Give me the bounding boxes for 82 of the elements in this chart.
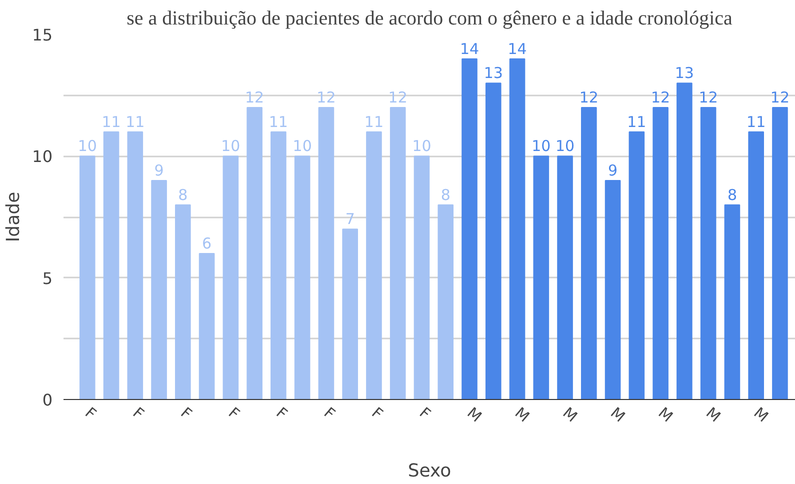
data-label: 11 xyxy=(268,112,288,131)
x-tick-label: F xyxy=(177,404,196,423)
x-tick-label: F xyxy=(272,404,291,423)
data-label: 13 xyxy=(484,64,503,82)
data-label: 10 xyxy=(532,137,551,156)
data-label: 10 xyxy=(292,137,312,156)
x-tick-label: M xyxy=(702,404,724,426)
bar xyxy=(581,107,597,400)
bar xyxy=(485,82,502,400)
bar xyxy=(628,131,645,400)
data-label: 12 xyxy=(388,88,408,106)
bar xyxy=(676,82,692,400)
x-tick-label: M xyxy=(559,404,581,426)
bar xyxy=(198,253,215,400)
bar xyxy=(270,131,286,400)
data-label: 9 xyxy=(154,162,164,180)
bar xyxy=(414,156,430,400)
data-label: 12 xyxy=(579,88,598,106)
data-label: 11 xyxy=(102,112,121,131)
bar xyxy=(342,228,358,400)
data-label: 10 xyxy=(78,137,97,156)
data-label: 10 xyxy=(555,137,575,156)
bar xyxy=(772,107,788,400)
x-tick-label: M xyxy=(464,404,486,426)
x-tick-label: F xyxy=(368,404,386,423)
bar xyxy=(604,180,621,400)
data-label: 12 xyxy=(651,88,670,106)
y-tick-label: 15 xyxy=(32,26,52,44)
x-axis-title: Sexo xyxy=(408,460,452,482)
x-tick-label: M xyxy=(607,404,629,426)
x-tick-label: F xyxy=(129,404,148,423)
x-tick-label: F xyxy=(224,404,244,423)
data-label: 11 xyxy=(627,112,646,131)
bar xyxy=(557,156,573,400)
bar xyxy=(222,156,239,400)
y-axis-title: Idade xyxy=(3,192,24,242)
bar xyxy=(438,204,454,400)
bar xyxy=(748,131,764,400)
data-label: 9 xyxy=(608,162,618,180)
data-label: 11 xyxy=(126,112,145,131)
data-label: 10 xyxy=(221,137,240,156)
bar xyxy=(366,131,382,400)
y-tick-label: 5 xyxy=(42,268,53,288)
bar xyxy=(127,131,144,400)
data-label: 11 xyxy=(364,112,384,131)
data-label: 11 xyxy=(746,112,766,131)
data-label: 6 xyxy=(202,234,212,252)
data-label: 13 xyxy=(674,64,694,82)
bar xyxy=(509,58,526,400)
chart-title: se a distribuição de pacientes de acordo com o gênero e a idade cronológica xyxy=(126,8,733,30)
x-tick-label: M xyxy=(750,404,772,426)
x-tick-label: F xyxy=(82,404,100,423)
bar xyxy=(652,107,668,400)
data-label: 7 xyxy=(345,210,355,228)
bar xyxy=(318,107,334,400)
bar xyxy=(151,180,167,400)
bar xyxy=(700,107,716,400)
bar xyxy=(390,107,406,400)
data-label: 8 xyxy=(178,186,188,204)
data-label: 14 xyxy=(508,40,527,58)
bar xyxy=(724,204,740,400)
bar xyxy=(462,58,478,400)
y-tick-label: 0 xyxy=(42,390,53,410)
bar xyxy=(175,204,191,400)
data-label: 12 xyxy=(698,88,718,106)
bar xyxy=(533,156,550,400)
bar xyxy=(103,131,120,400)
data-label: 8 xyxy=(440,186,450,204)
x-tick-label: F xyxy=(416,404,434,423)
data-label: 8 xyxy=(727,186,737,204)
bar xyxy=(294,156,310,400)
bar xyxy=(79,156,96,400)
data-label: 12 xyxy=(770,88,790,106)
data-label: 12 xyxy=(245,88,264,106)
x-tick-label: M xyxy=(511,404,533,426)
bar xyxy=(246,107,262,400)
data-label: 10 xyxy=(412,137,432,156)
data-label: 14 xyxy=(460,40,480,58)
x-tick-label: M xyxy=(654,404,676,426)
x-tick-label: F xyxy=(320,404,339,423)
data-label: 12 xyxy=(316,88,336,106)
y-tick-label: 10 xyxy=(32,147,52,166)
